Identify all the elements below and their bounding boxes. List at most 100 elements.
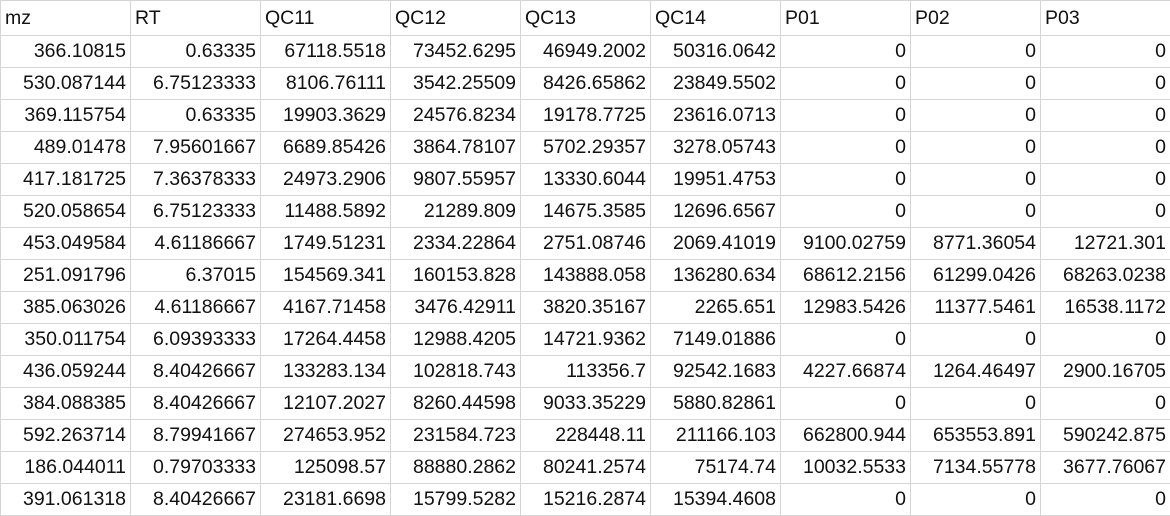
table-cell[interactable]: 592.263714 (1, 420, 131, 452)
table-cell[interactable]: 0 (781, 68, 911, 100)
table-cell[interactable]: 88880.2862 (391, 452, 521, 484)
table-cell[interactable]: 0 (911, 100, 1041, 132)
table-cell[interactable]: 0 (1041, 484, 1170, 516)
table-cell[interactable]: 3542.25509 (391, 68, 521, 100)
table-cell[interactable]: 8.40426667 (131, 356, 261, 388)
column-header-cell[interactable]: P03 (1041, 1, 1170, 36)
table-cell[interactable]: 0.63335 (131, 100, 261, 132)
column-header-cell[interactable]: QC14 (651, 1, 781, 36)
table-cell[interactable]: 23181.6698 (261, 484, 391, 516)
table-cell[interactable]: 68612.2156 (781, 260, 911, 292)
table-cell[interactable]: 0 (1041, 100, 1170, 132)
table-cell[interactable]: 0 (911, 324, 1041, 356)
table-cell[interactable]: 0 (911, 68, 1041, 100)
table-cell[interactable]: 2900.16705 (1041, 356, 1170, 388)
table-cell[interactable]: 6.37015 (131, 260, 261, 292)
table-cell[interactable]: 7.95601667 (131, 132, 261, 164)
table-cell[interactable]: 4.61186667 (131, 292, 261, 324)
table-cell[interactable]: 24576.8234 (391, 100, 521, 132)
table-cell[interactable]: 46949.2002 (521, 36, 651, 68)
table-cell[interactable]: 14721.9362 (521, 324, 651, 356)
table-cell[interactable]: 12988.4205 (391, 324, 521, 356)
table-cell[interactable]: 0 (781, 196, 911, 228)
table-cell[interactable]: 15799.5282 (391, 484, 521, 516)
table-cell[interactable]: 5880.82861 (651, 388, 781, 420)
table-cell[interactable]: 366.10815 (1, 36, 131, 68)
table-cell[interactable]: 653553.891 (911, 420, 1041, 452)
table-cell[interactable]: 0 (781, 100, 911, 132)
table-cell[interactable]: 4.61186667 (131, 228, 261, 260)
table-cell[interactable]: 228448.11 (521, 420, 651, 452)
table-cell[interactable]: 0.63335 (131, 36, 261, 68)
table-cell[interactable]: 12721.301 (1041, 228, 1170, 260)
column-header-cell[interactable]: RT (131, 1, 261, 36)
table-cell[interactable]: 160153.828 (391, 260, 521, 292)
table-cell[interactable]: 9033.35229 (521, 388, 651, 420)
table-cell[interactable]: 0 (911, 484, 1041, 516)
table-cell[interactable]: 6689.85426 (261, 132, 391, 164)
table-cell[interactable]: 2265.651 (651, 292, 781, 324)
table-cell[interactable]: 15394.4608 (651, 484, 781, 516)
table-cell[interactable]: 61299.0426 (911, 260, 1041, 292)
table-cell[interactable]: 8260.44598 (391, 388, 521, 420)
table-cell[interactable]: 11488.5892 (261, 196, 391, 228)
table-cell[interactable]: 23616.0713 (651, 100, 781, 132)
table-cell[interactable]: 385.063026 (1, 292, 131, 324)
table-cell[interactable]: 0 (1041, 196, 1170, 228)
table-cell[interactable]: 6.09393333 (131, 324, 261, 356)
table-cell[interactable]: 73452.6295 (391, 36, 521, 68)
column-header-cell[interactable]: QC13 (521, 1, 651, 36)
table-cell[interactable]: 6.75123333 (131, 196, 261, 228)
table-cell[interactable]: 0 (781, 388, 911, 420)
table-cell[interactable]: 1749.51231 (261, 228, 391, 260)
table-cell[interactable]: 384.088385 (1, 388, 131, 420)
table-cell[interactable]: 8106.76111 (261, 68, 391, 100)
table-cell[interactable]: 0 (1041, 68, 1170, 100)
table-cell[interactable]: 67118.5518 (261, 36, 391, 68)
table-cell[interactable]: 2069.41019 (651, 228, 781, 260)
table-cell[interactable]: 0 (781, 324, 911, 356)
table-cell[interactable]: 15216.2874 (521, 484, 651, 516)
table-cell[interactable]: 6.75123333 (131, 68, 261, 100)
table-cell[interactable]: 489.01478 (1, 132, 131, 164)
column-header-cell[interactable]: P01 (781, 1, 911, 36)
table-cell[interactable]: 590242.875 (1041, 420, 1170, 452)
table-cell[interactable]: 0 (1041, 132, 1170, 164)
table-cell[interactable]: 19903.3629 (261, 100, 391, 132)
table-cell[interactable]: 530.087144 (1, 68, 131, 100)
table-cell[interactable]: 50316.0642 (651, 36, 781, 68)
table-cell[interactable]: 251.091796 (1, 260, 131, 292)
table-cell[interactable]: 17264.4458 (261, 324, 391, 356)
table-cell[interactable]: 350.011754 (1, 324, 131, 356)
table-cell[interactable]: 0 (911, 132, 1041, 164)
table-cell[interactable]: 417.181725 (1, 164, 131, 196)
table-cell[interactable]: 4227.66874 (781, 356, 911, 388)
table-cell[interactable]: 21289.809 (391, 196, 521, 228)
table-cell[interactable]: 0 (911, 164, 1041, 196)
table-cell[interactable]: 0 (911, 36, 1041, 68)
table-cell[interactable]: 12983.5426 (781, 292, 911, 324)
table-cell[interactable]: 133283.134 (261, 356, 391, 388)
table-cell[interactable]: 154569.341 (261, 260, 391, 292)
table-cell[interactable]: 0 (1041, 324, 1170, 356)
table-cell[interactable]: 102818.743 (391, 356, 521, 388)
column-header-cell[interactable]: mz (1, 1, 131, 36)
table-cell[interactable]: 0 (911, 196, 1041, 228)
table-cell[interactable]: 92542.1683 (651, 356, 781, 388)
table-cell[interactable]: 75174.74 (651, 452, 781, 484)
table-cell[interactable]: 19178.7725 (521, 100, 651, 132)
table-cell[interactable]: 3278.05743 (651, 132, 781, 164)
table-cell[interactable]: 23849.5502 (651, 68, 781, 100)
table-cell[interactable]: 662800.944 (781, 420, 911, 452)
table-cell[interactable]: 12696.6567 (651, 196, 781, 228)
table-cell[interactable]: 143888.058 (521, 260, 651, 292)
table-cell[interactable]: 3820.35167 (521, 292, 651, 324)
table-cell[interactable]: 9807.55957 (391, 164, 521, 196)
table-cell[interactable]: 0 (1041, 36, 1170, 68)
table-cell[interactable]: 13330.6044 (521, 164, 651, 196)
table-cell[interactable]: 369.115754 (1, 100, 131, 132)
table-cell[interactable]: 436.059244 (1, 356, 131, 388)
table-cell[interactable]: 7.36378333 (131, 164, 261, 196)
table-cell[interactable]: 520.058654 (1, 196, 131, 228)
table-cell[interactable]: 1264.46497 (911, 356, 1041, 388)
